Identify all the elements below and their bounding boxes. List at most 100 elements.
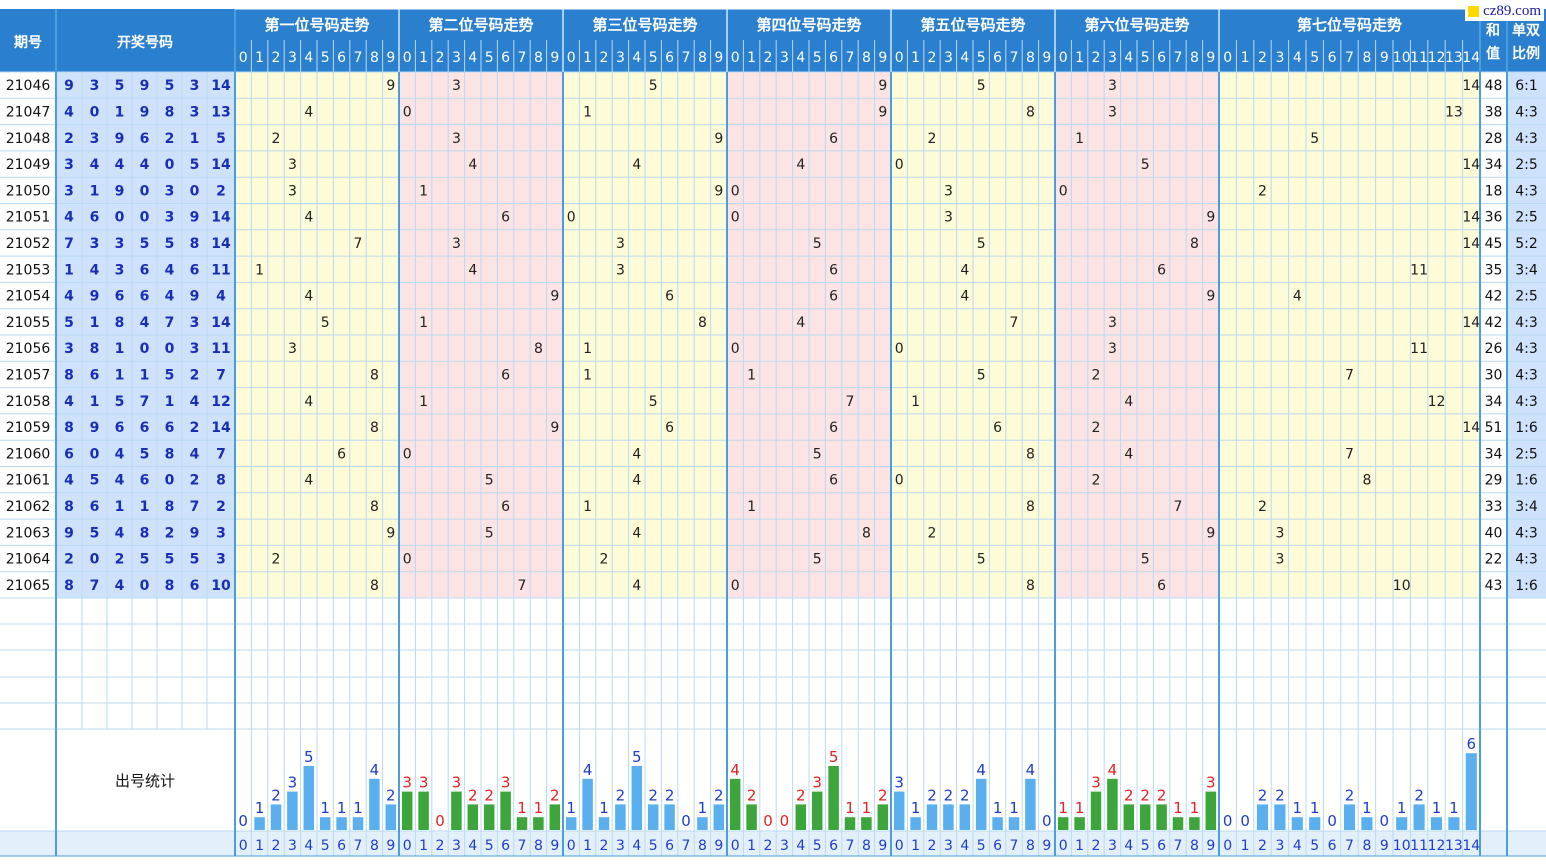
bar-zone-3 [664, 804, 675, 830]
draw-number: 5 [115, 78, 125, 94]
bar-zone-3 [598, 817, 610, 830]
bar-zone-6 [1205, 791, 1217, 830]
bar-zone-2 [467, 804, 479, 830]
trend-mark: 2 [272, 552, 281, 568]
trend-mark: 1 [583, 367, 592, 383]
draw-number: 8 [165, 578, 175, 594]
draw-number: 6 [140, 131, 150, 147]
sum-cell: 48 [1485, 78, 1503, 94]
zone-1-digit-header: 5 [321, 50, 330, 66]
sum-header-line1: 和 [1486, 23, 1500, 39]
bar-zone-6 [1139, 804, 1151, 830]
trend-mark: 3 [944, 183, 953, 199]
bottom-digit-label: 3 [616, 838, 625, 854]
trend-mark: 4 [960, 262, 969, 278]
draw-number: 0 [115, 210, 125, 226]
zone-7-digit-header: 6 [1328, 50, 1337, 66]
bar-zone-4 [828, 766, 839, 830]
draw-number: 1 [90, 394, 100, 410]
draw-number: 0 [140, 341, 150, 357]
draw-number: 3 [64, 157, 74, 173]
bar-zone-6 [1090, 791, 1102, 830]
ratio-cell: 1:6 [1515, 420, 1538, 436]
draw-number: 4 [64, 289, 74, 305]
trend-mark: 0 [403, 552, 412, 568]
zone-3-digit-header: 9 [714, 50, 723, 66]
draw-number: 3 [190, 78, 200, 94]
period-cell: 21052 [6, 236, 51, 252]
draw-number: 1 [140, 367, 150, 383]
draw-number: 4 [90, 262, 100, 278]
draw-number: 3 [64, 341, 74, 357]
period-cell: 21050 [6, 183, 51, 199]
bar-zone-1 [254, 817, 265, 830]
zone-title-1: 第一位号码走势 [264, 16, 369, 34]
bottom-digit-label: 9 [1042, 838, 1051, 854]
trend-mark: 3 [1108, 78, 1117, 94]
bar-value-label: 3 [501, 774, 511, 792]
draw-number: 4 [115, 157, 125, 173]
draw-number: 4 [165, 262, 175, 278]
draw-number: 1 [115, 499, 125, 515]
trend-mark: 7 [518, 578, 527, 594]
trend-mark: 5 [977, 236, 986, 252]
sum-cell: 36 [1485, 210, 1503, 226]
bar-zone-7 [1256, 804, 1269, 830]
bottom-digit-label: 0 [239, 838, 248, 854]
trend-mark: 0 [731, 183, 740, 199]
draw-number: 7 [165, 315, 175, 331]
trend-mark: 6 [665, 289, 674, 305]
draw-number: 4 [90, 157, 100, 173]
trend-mark: 6 [829, 420, 838, 436]
trend-mark: 5 [977, 367, 986, 383]
trend-mark: 6 [337, 446, 346, 462]
bar-value-label: 2 [747, 786, 757, 804]
trend-mark: 6 [1157, 262, 1166, 278]
bar-zone-2 [418, 791, 429, 830]
bottom-digit-label: 0 [731, 838, 740, 854]
draw-number: 4 [140, 315, 150, 331]
sum-cell: 34 [1485, 157, 1503, 173]
trend-mark: 1 [419, 183, 428, 199]
bottom-digit-label: 8 [534, 838, 543, 854]
trend-mark: 9 [386, 78, 395, 94]
bar-zone-5 [926, 804, 938, 830]
ratio-header-line2: 比例 [1512, 45, 1540, 62]
bar-zone-3 [647, 804, 659, 830]
bottom-digit-label: 2 [1258, 838, 1267, 854]
zone-4-digit-header: 5 [813, 50, 822, 66]
draw-number: 6 [90, 367, 100, 383]
draw-number: 9 [90, 289, 100, 305]
zone-4-digit-header: 6 [829, 50, 838, 66]
zone-2-digit-header: 1 [419, 50, 428, 66]
sum-cell: 42 [1485, 289, 1503, 305]
bottom-digit-label: 5 [1310, 838, 1319, 854]
draw-number: 9 [64, 78, 74, 94]
bottom-digit-label: 1 [1241, 838, 1250, 854]
zone-3-digit-header: 8 [698, 50, 707, 66]
bottom-digit-label: 3 [452, 838, 461, 854]
bar-value-label: 1 [566, 799, 576, 817]
trend-mark: 8 [1190, 236, 1199, 252]
bottom-digit-label: 5 [321, 838, 330, 854]
bottom-digit-label: 7 [846, 838, 855, 854]
zone-6-digit-header: 0 [1059, 50, 1068, 66]
trend-mark: 7 [1174, 499, 1183, 515]
trend-mark: 1 [1075, 131, 1084, 147]
draw-number: 3 [115, 236, 125, 252]
trend-mark: 3 [1275, 552, 1284, 568]
trend-mark: 9 [1206, 210, 1215, 226]
trend-mark: 5 [977, 552, 986, 568]
draw-number: 6 [64, 446, 74, 462]
bar-value-label: 2 [714, 786, 724, 804]
draw-number: 5 [165, 78, 175, 94]
draw-number: 3 [90, 131, 100, 147]
draw-number: 4 [64, 210, 74, 226]
zone-7-digit-header: 13 [1445, 50, 1463, 66]
trend-mark: 8 [1026, 104, 1035, 120]
bar-value-label: 5 [632, 748, 642, 766]
ratio-cell: 6:1 [1515, 78, 1538, 94]
zone-title-5: 第五位号码走势 [920, 16, 1025, 34]
bar-value-label: 2 [1157, 786, 1167, 804]
site-logo[interactable]: cz89.com [1465, 1, 1544, 21]
